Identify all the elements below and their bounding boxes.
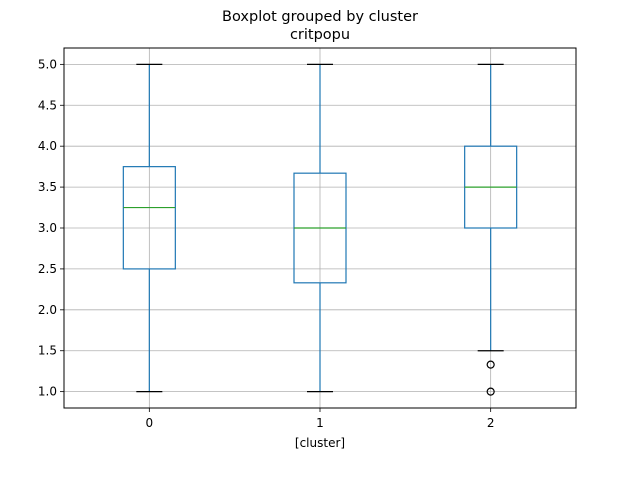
y-tick-label: 2.5 (38, 262, 57, 276)
x-tick-label: 0 (146, 416, 154, 430)
y-tick-label: 3.5 (38, 180, 57, 194)
x-tick-label: 1 (316, 416, 324, 430)
y-tick-label: 4.0 (38, 139, 57, 153)
chart-subtitle: critpopu (290, 27, 350, 43)
x-tick-label: 2 (487, 416, 495, 430)
box-group-cluster-1 (293, 63, 347, 393)
chart-title: Boxplot grouped by cluster (222, 9, 418, 25)
outlier-point (486, 387, 495, 396)
x-axis-label: [cluster] (295, 436, 345, 450)
box-group-cluster-2 (464, 63, 518, 396)
tick-layer: 1.0 1.5 2.0 2.5 3.0 3.5 4.0 4.5 5.0 0 1 2 (38, 57, 495, 430)
outlier-point (486, 360, 495, 369)
box-layer (122, 63, 518, 396)
y-tick-label: 1.5 (38, 344, 57, 358)
y-tick-label: 5.0 (38, 57, 57, 71)
box-group-cluster-0 (122, 63, 176, 393)
y-tick-label: 2.0 (38, 303, 57, 317)
iqr-box (122, 166, 176, 270)
y-tick-label: 3.0 (38, 221, 57, 235)
y-tick-label: 1.0 (38, 385, 57, 399)
y-tick-label: 4.5 (38, 98, 57, 112)
